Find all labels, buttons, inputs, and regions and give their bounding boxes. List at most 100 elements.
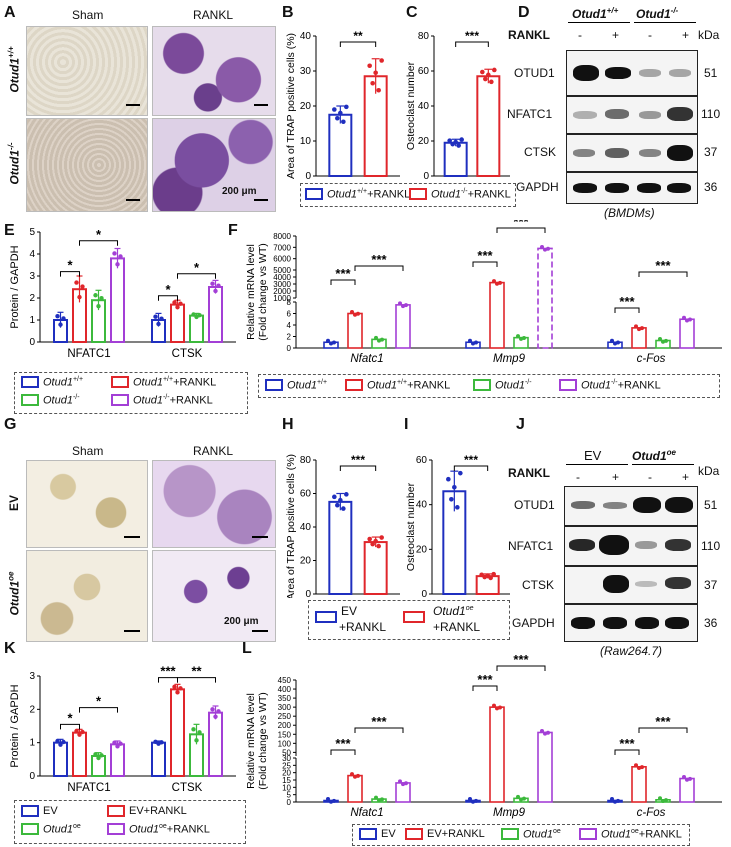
- data-point: [329, 341, 333, 346]
- y-tick-label: 2: [29, 293, 35, 304]
- a-col-rankl: RANKL: [193, 8, 234, 22]
- bar: [679, 318, 695, 349]
- y-tick-label: 10: [282, 783, 291, 792]
- data-point: [93, 752, 98, 757]
- data-point: [61, 316, 66, 321]
- significance-label: ***: [477, 672, 493, 687]
- y-tick-label: 40: [418, 101, 430, 112]
- data-point: [115, 744, 120, 749]
- y-axis-label: (Fold change vs WT): [257, 692, 269, 789]
- y-tick-label: 3: [29, 271, 35, 282]
- y-tick-label: 0: [287, 798, 292, 807]
- d-blot-ctsk: [566, 134, 698, 172]
- data-point: [115, 262, 120, 267]
- significance-bracket: [455, 41, 489, 47]
- y-tick-label: 40: [416, 500, 428, 511]
- data-point: [456, 143, 461, 148]
- significance-bracket: [453, 465, 489, 471]
- a-image-ko-rankl: [152, 118, 276, 212]
- k-legend-item: EV: [21, 805, 58, 817]
- data-point: [332, 494, 337, 500]
- g-scale-bar: [252, 630, 268, 632]
- a-image-wt-sham: [26, 26, 148, 116]
- data-point: [492, 703, 496, 708]
- y-axis-label: Osteoclast number: [405, 61, 417, 150]
- y-tick-label: 1000: [273, 294, 291, 303]
- g-image-oe-sham: [26, 550, 148, 642]
- data-point: [210, 281, 215, 286]
- data-point: [471, 799, 475, 804]
- data-point: [664, 338, 668, 343]
- data-point: [55, 738, 60, 744]
- y-axis-label: (Fold change vs WT): [257, 243, 269, 340]
- a-scale-bar: [126, 104, 140, 106]
- data-point: [640, 326, 644, 331]
- significance-bracket: [638, 271, 688, 277]
- y-tick-label: 10: [300, 136, 312, 147]
- data-point: [353, 312, 357, 317]
- j-kda: kDa: [698, 464, 720, 478]
- j-divider: [632, 464, 694, 465]
- significance-bracket: [638, 727, 688, 733]
- data-point: [376, 87, 381, 93]
- data-point: [610, 338, 614, 343]
- data-point: [522, 796, 526, 801]
- y-tick-label: 60: [300, 489, 312, 500]
- data-point: [178, 301, 183, 306]
- data-point: [634, 324, 638, 329]
- k-legend-item: Otud1oe: [21, 823, 81, 836]
- bar: [395, 304, 411, 349]
- y-tick-label: 0: [423, 171, 429, 180]
- d-kda-value: 37: [704, 145, 718, 159]
- data-point: [356, 773, 360, 778]
- chart-e: 0 1 2 3 4 5 NFATC1 CTSK * * * * Protein / GAPDH: [9, 227, 236, 360]
- x-tick-label: c-Fos: [637, 807, 666, 819]
- j-row-label: GAPDH: [512, 616, 555, 630]
- d-rankl: RANKL: [508, 28, 550, 42]
- data-point: [356, 311, 360, 316]
- data-point: [688, 317, 692, 322]
- k-legend-item: Otud1oe+RANKL: [107, 823, 210, 836]
- data-point: [682, 315, 686, 320]
- y-tick-label: 25: [282, 761, 291, 770]
- significance-label: ***: [335, 266, 351, 281]
- y-tick-label: 7000: [273, 243, 291, 252]
- j-kda-value: 51: [704, 498, 718, 512]
- significance-bracket: [177, 677, 216, 683]
- data-point: [58, 742, 63, 747]
- hi-legend-item-ev: [315, 611, 337, 623]
- data-point: [446, 476, 451, 482]
- y-tick-label: 8: [287, 298, 292, 307]
- data-point: [637, 766, 641, 770]
- y-tick-label: 4: [287, 321, 292, 330]
- data-point: [172, 684, 177, 690]
- hi-legend-ev: EV: [341, 604, 358, 618]
- data-point: [61, 739, 66, 745]
- significance-bracket: [496, 227, 546, 233]
- y-tick-label: 350: [278, 694, 292, 703]
- data-point: [80, 284, 85, 289]
- data-point: [498, 705, 502, 710]
- panel-label-f: F: [228, 222, 238, 239]
- data-point: [455, 505, 460, 510]
- d-kda: kDa: [698, 28, 720, 42]
- y-tick-label: 6000: [273, 255, 291, 264]
- bar: [72, 731, 87, 777]
- significance-label: ***: [513, 652, 529, 667]
- g-scale-bar: [124, 630, 140, 632]
- data-point: [546, 246, 550, 251]
- data-point: [175, 690, 180, 695]
- g-col-rankl: RANKL: [193, 444, 234, 458]
- f-legend-item: Otud1-/-: [473, 379, 532, 392]
- d-row-label: NFATC1: [507, 107, 553, 121]
- y-tick-label: 0: [305, 589, 311, 598]
- data-point: [688, 776, 692, 781]
- a-image-ko-sham: [26, 118, 148, 212]
- data-point: [613, 799, 617, 804]
- significance-bracket: [158, 295, 178, 301]
- bar: [679, 777, 695, 803]
- data-point: [491, 571, 496, 577]
- j-kda-value: 36: [704, 616, 718, 630]
